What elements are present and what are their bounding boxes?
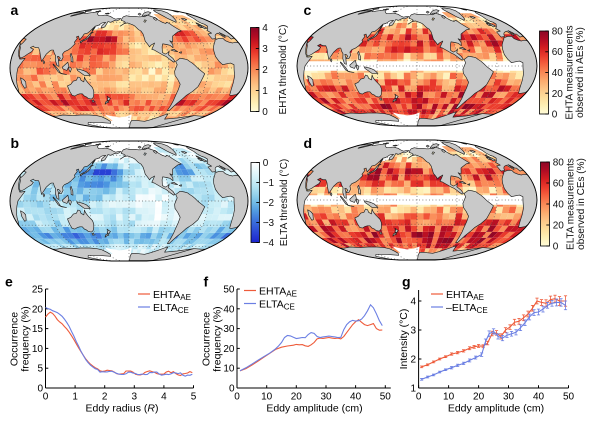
svg-text:50: 50 [380,392,392,403]
svg-text:Occurrence: Occurrence [9,312,21,366]
svg-text:−3: −3 [263,218,275,229]
svg-text:50: 50 [563,392,575,403]
svg-text:0: 0 [43,392,49,403]
svg-text:1: 1 [262,86,268,97]
svg-text:3: 3 [411,326,417,337]
svg-text:40: 40 [533,392,545,403]
svg-text:2: 2 [411,355,417,366]
svg-text:f: f [204,274,209,290]
svg-text:2: 2 [102,392,108,403]
svg-text:observed in CEs (%): observed in CEs (%) [576,158,587,250]
svg-text:10: 10 [443,392,455,403]
svg-text:4: 4 [411,297,417,308]
svg-text:Occurrence: Occurrence [201,312,213,366]
svg-text:25: 25 [32,285,44,296]
svg-text:40: 40 [553,200,565,211]
svg-text:20: 20 [473,392,485,403]
svg-text:EHTA measurements: EHTA measurements [565,25,576,119]
svg-text:b: b [11,135,20,151]
svg-text:10: 10 [32,344,44,355]
svg-text:0: 0 [229,384,235,395]
svg-text:d: d [304,135,313,151]
svg-text:0: 0 [37,384,43,395]
svg-text:10: 10 [223,364,235,375]
svg-text:0: 0 [263,158,269,169]
svg-text:4: 4 [262,23,268,34]
svg-text:ELTACE: ELTACE [259,299,295,312]
svg-text:20: 20 [553,221,565,232]
svg-text:40: 40 [350,392,362,403]
svg-text:EHTAAE: EHTAAE [153,289,191,302]
svg-text:40: 40 [552,68,564,79]
svg-text:−1: −1 [263,178,275,189]
svg-text:20: 20 [291,392,303,403]
svg-text:0: 0 [416,392,422,403]
svg-text:0: 0 [553,242,559,253]
svg-text:frequency (%): frequency (%) [20,306,32,371]
svg-text:30: 30 [223,324,235,335]
svg-text:5: 5 [37,364,43,375]
svg-text:60: 60 [552,47,564,58]
svg-text:40: 40 [223,304,235,315]
svg-text:0: 0 [262,107,268,118]
svg-text:ELTA threshold (°C): ELTA threshold (°C) [279,159,290,247]
svg-text:observed in AEs (%): observed in AEs (%) [575,27,586,118]
svg-text:EHTA threshold (°C): EHTA threshold (°C) [278,25,289,115]
svg-text:15: 15 [32,324,44,335]
svg-text:50: 50 [223,285,235,296]
svg-text:ELTA measurements: ELTA measurements [566,158,577,250]
svg-text:e: e [5,274,13,290]
svg-text:0: 0 [552,110,558,121]
svg-text:3: 3 [262,44,268,55]
svg-text:20: 20 [552,89,564,100]
svg-text:10: 10 [261,392,273,403]
svg-text:frequency (%): frequency (%) [212,306,224,371]
svg-text:1: 1 [411,384,417,395]
svg-text:−2: −2 [263,198,275,209]
svg-text:EHTAAE: EHTAAE [259,286,297,299]
svg-text:5: 5 [191,392,197,403]
svg-text:4: 4 [161,392,167,403]
svg-text:Eddy amplitude (cm): Eddy amplitude (cm) [448,403,544,415]
svg-text:EHTAAE: EHTAAE [446,289,484,302]
svg-text:20: 20 [223,344,235,355]
svg-text:a: a [11,2,19,18]
svg-text:c: c [304,2,312,18]
svg-text:ELTACE: ELTACE [153,302,189,315]
svg-text:20: 20 [32,304,44,315]
svg-text:−4: −4 [263,238,275,249]
svg-text:Eddy amplitude (cm): Eddy amplitude (cm) [266,403,362,415]
svg-text:1: 1 [72,392,78,403]
svg-text:2: 2 [262,65,268,76]
svg-text:–ELTACE: –ELTACE [446,302,488,315]
svg-text:30: 30 [320,392,332,403]
svg-text:Eddy radius (R): Eddy radius (R) [86,403,159,415]
svg-text:Intensity (°C): Intensity (°C) [398,309,410,370]
svg-text:60: 60 [553,179,565,190]
svg-text:30: 30 [503,392,515,403]
svg-text:80: 80 [552,27,564,38]
svg-text:80: 80 [553,158,565,169]
svg-text:g: g [402,274,411,290]
svg-text:0: 0 [234,392,240,403]
svg-text:3: 3 [132,392,138,403]
